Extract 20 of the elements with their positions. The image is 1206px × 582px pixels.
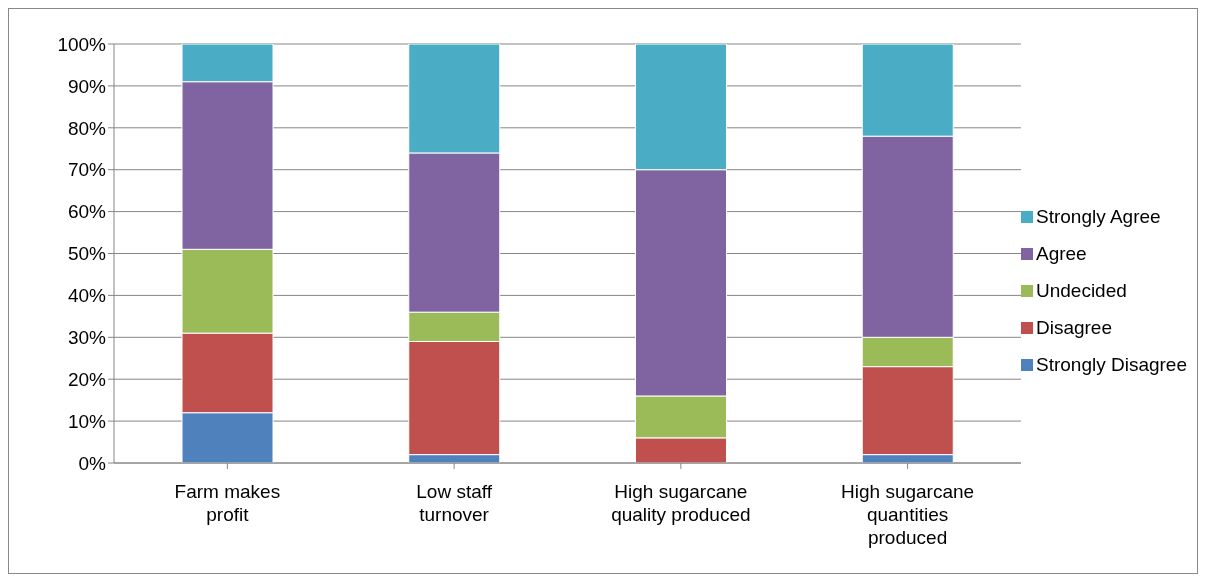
x-tick-label: High sugarcane quality produced: [611, 481, 751, 525]
y-tick-label: 80%: [67, 117, 107, 139]
legend-label: Agree: [1035, 243, 1087, 265]
y-tick-label: 70%: [67, 159, 107, 181]
y-tick-label: 10%: [67, 410, 107, 432]
y-tick-label: 50%: [67, 243, 107, 265]
y-tick-label: 40%: [67, 285, 107, 307]
y-tick-label: 90%: [67, 75, 107, 97]
y-tick-label: 30%: [67, 327, 107, 349]
x-tick-label: High sugarcane quantities produced: [841, 481, 975, 548]
legend-label: Strongly Agree: [1035, 206, 1161, 228]
y-tick-label: 0%: [78, 452, 107, 474]
legend-label: Strongly Disagree: [1035, 354, 1187, 376]
y-tick-label: 100%: [57, 33, 107, 55]
legend-label: Undecided: [1035, 280, 1127, 302]
x-tick-label: Low staff turnover: [416, 481, 493, 525]
y-tick-label: 60%: [67, 201, 107, 223]
x-tick-label: Farm makes profit: [174, 481, 281, 525]
legend-label: Disagree: [1035, 317, 1113, 339]
y-tick-label: 20%: [67, 368, 107, 390]
